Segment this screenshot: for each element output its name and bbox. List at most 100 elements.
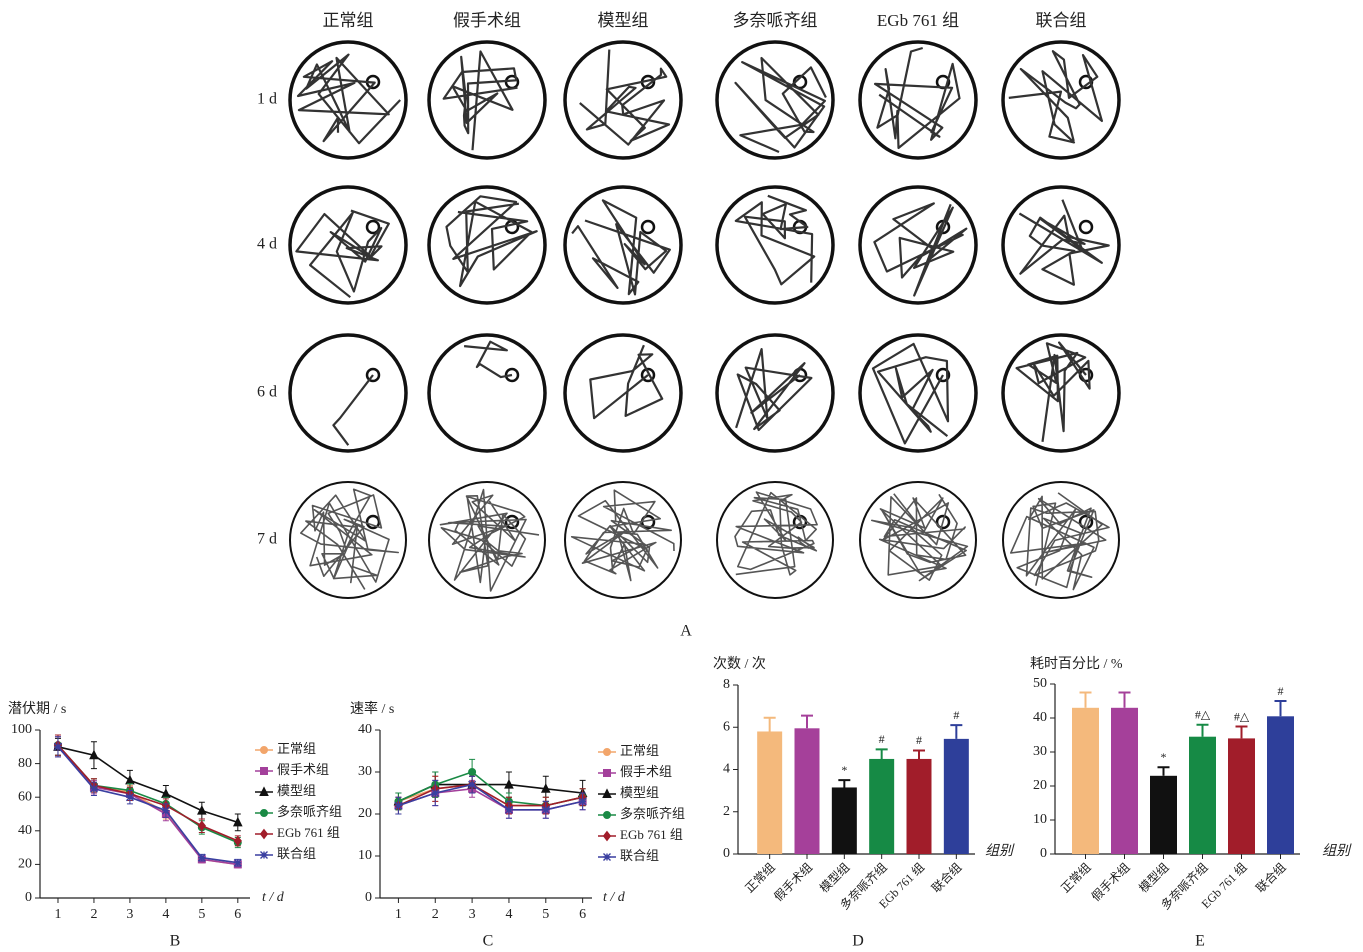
y-tick-label: 10	[358, 848, 372, 863]
bar	[1267, 716, 1294, 854]
legend-label: 联合组	[277, 846, 316, 861]
panel-label: E	[1195, 933, 1205, 950]
row-label: 6 d	[257, 384, 277, 401]
x-axis-label: 组别	[1322, 843, 1352, 859]
marker	[542, 806, 549, 813]
x-axis-label: 组别	[985, 843, 1015, 859]
y-tick-label: 10	[1033, 812, 1047, 827]
x-tick-label: 1	[54, 907, 61, 922]
x-tick-label: 5	[198, 907, 205, 922]
legend-label: 模型组	[277, 783, 316, 798]
marker	[54, 743, 61, 750]
swim-path	[875, 48, 959, 148]
marker	[395, 802, 402, 809]
bar	[795, 728, 820, 854]
marker	[90, 785, 97, 792]
platform	[506, 516, 518, 528]
panel-label: D	[852, 933, 864, 950]
y-tick-label: 80	[18, 756, 32, 771]
legend-label: 正常组	[620, 743, 659, 758]
swim-path	[333, 375, 373, 445]
y-tick-label: 40	[18, 823, 32, 838]
marker	[604, 854, 611, 861]
marker	[126, 794, 133, 801]
swim-path	[298, 55, 400, 144]
error-bar	[1197, 725, 1209, 737]
marker	[469, 781, 476, 788]
x-tick-label: 模型组	[817, 860, 852, 895]
error-bar	[913, 750, 925, 758]
y-tick-label: 6	[723, 719, 730, 734]
platform	[642, 221, 654, 233]
pool	[290, 335, 406, 451]
marker	[604, 812, 611, 819]
legend-label: 多奈哌齐组	[277, 804, 342, 819]
legend-label: 假手术组	[620, 764, 672, 779]
x-tick-label: 2	[90, 907, 97, 922]
marker	[234, 859, 241, 866]
y-tick-label: 40	[358, 722, 372, 737]
series-line	[398, 772, 582, 806]
y-tick-label: 0	[723, 846, 730, 861]
x-tick-label: 模型组	[1136, 860, 1171, 895]
significance-label: #△	[1195, 708, 1211, 722]
series-line	[58, 747, 238, 823]
x-tick-label: 5	[542, 907, 549, 922]
swim-path	[1009, 51, 1102, 142]
marker	[198, 854, 205, 861]
platform	[1080, 221, 1092, 233]
error-bar	[950, 725, 962, 739]
swim-path	[735, 492, 817, 575]
legend-label: 多奈哌齐组	[620, 806, 685, 821]
panel-label: A	[680, 623, 692, 640]
row-label: 1 d	[257, 91, 277, 108]
panel-label: B	[170, 933, 181, 950]
marker	[162, 807, 169, 814]
marker	[261, 852, 268, 859]
column-header: 假手术组	[453, 11, 521, 30]
marker	[579, 798, 586, 805]
y-tick-label: 20	[1033, 778, 1047, 793]
legend-label: EGb 761 组	[620, 827, 683, 842]
x-axis-label: t / d	[603, 890, 626, 905]
bar	[869, 759, 894, 854]
swim-path	[590, 345, 662, 418]
x-tick-label: 6	[579, 907, 586, 922]
x-tick-label: 联合组	[928, 859, 964, 895]
panel-label: C	[483, 933, 494, 950]
x-tick-label: 4	[162, 907, 169, 922]
swim-path	[1017, 343, 1090, 442]
pool	[565, 482, 681, 598]
bar	[832, 787, 857, 854]
significance-label: *	[841, 763, 847, 777]
column-header: 多奈哌齐组	[733, 11, 818, 30]
pool	[429, 335, 545, 451]
legend-label: 模型组	[620, 785, 659, 800]
column-header: 模型组	[598, 11, 649, 30]
swim-path	[447, 196, 537, 286]
pool	[717, 187, 833, 303]
series-line	[58, 747, 238, 863]
x-tick-label: 假手术组	[771, 860, 815, 904]
bar	[1111, 708, 1138, 854]
marker	[261, 830, 268, 839]
swim-path	[872, 494, 968, 581]
x-tick-label: 4	[505, 907, 512, 922]
swim-path	[580, 50, 669, 145]
y-tick-label: 30	[358, 764, 372, 779]
swim-path	[736, 349, 811, 430]
marker	[469, 769, 476, 776]
pool	[1003, 335, 1119, 451]
marker	[261, 768, 268, 775]
significance-label: *	[1161, 750, 1167, 764]
y-tick-label: 50	[1033, 676, 1047, 691]
y-tick-label: 30	[1033, 744, 1047, 759]
y-tick-label: 0	[1040, 846, 1047, 861]
bar	[1228, 738, 1255, 854]
swim-path	[736, 196, 814, 284]
x-tick-label: 正常组	[742, 860, 777, 895]
x-tick-label: 3	[126, 907, 133, 922]
figure: 正常组假手术组模型组多奈哌齐组EGb 761 组联合组1 d4 d6 d7 dA…	[0, 0, 1363, 952]
swim-path	[296, 211, 388, 298]
y-tick-label: 20	[358, 806, 372, 821]
